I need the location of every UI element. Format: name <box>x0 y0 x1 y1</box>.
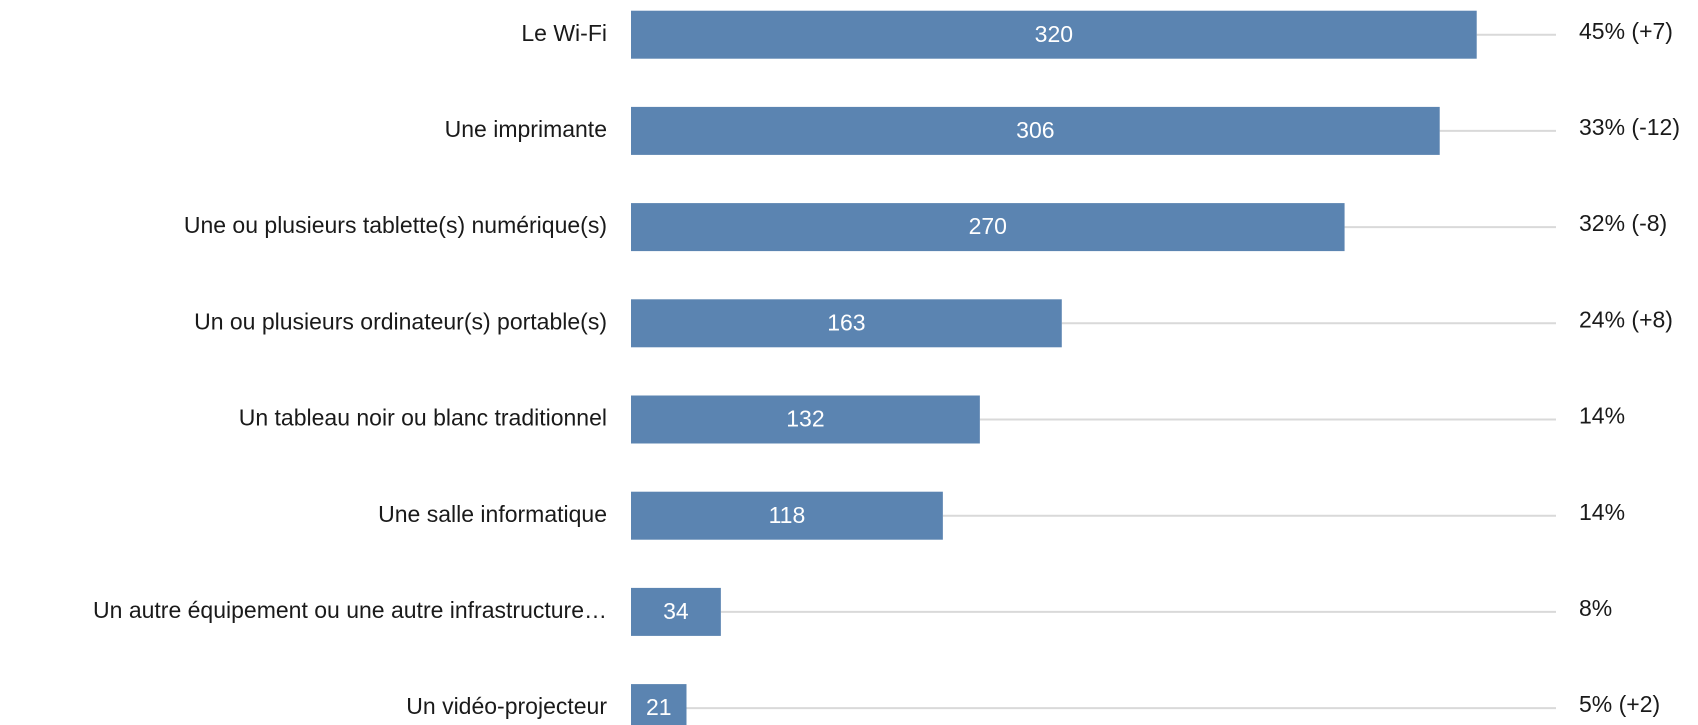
annotation: 8% <box>1579 595 1612 621</box>
bar <box>631 203 1345 252</box>
value-label: 320 <box>1035 21 1073 47</box>
value-label: 270 <box>969 213 1007 239</box>
value-label: 21 <box>646 694 672 720</box>
category-label: Une imprimante <box>445 116 607 142</box>
bar <box>631 587 721 636</box>
annotation: 45% (+7) <box>1579 18 1673 44</box>
annotation: 32% (-8) <box>1579 210 1667 236</box>
value-label: 132 <box>786 406 824 432</box>
bar <box>631 395 980 444</box>
bar <box>631 299 1062 348</box>
annotation: 33% (-12) <box>1579 114 1680 140</box>
category-label: Un ou plusieurs ordinateur(s) portable(s… <box>194 308 607 334</box>
value-label: 306 <box>1016 117 1054 143</box>
category-label: Une salle informatique <box>378 501 607 527</box>
category-label: Un vidéo-projecteur <box>406 693 607 719</box>
category-label: Un autre équipement ou une autre infrast… <box>93 597 607 623</box>
value-label: 163 <box>827 309 865 335</box>
category-label: Le Wi-Fi <box>521 20 607 46</box>
bar <box>631 684 687 725</box>
bar <box>631 491 943 540</box>
annotation: 14% <box>1579 499 1625 525</box>
bar <box>631 106 1440 155</box>
category-label: Une ou plusieurs tablette(s) numérique(s… <box>184 212 607 238</box>
annotation: 14% <box>1579 403 1625 429</box>
value-label: 118 <box>769 502 806 528</box>
annotation: 5% (+2) <box>1579 691 1660 717</box>
annotation: 24% (+8) <box>1579 306 1673 332</box>
category-label: Un tableau noir ou blanc traditionnel <box>239 405 607 431</box>
value-label: 34 <box>663 598 689 624</box>
bar <box>631 10 1477 59</box>
